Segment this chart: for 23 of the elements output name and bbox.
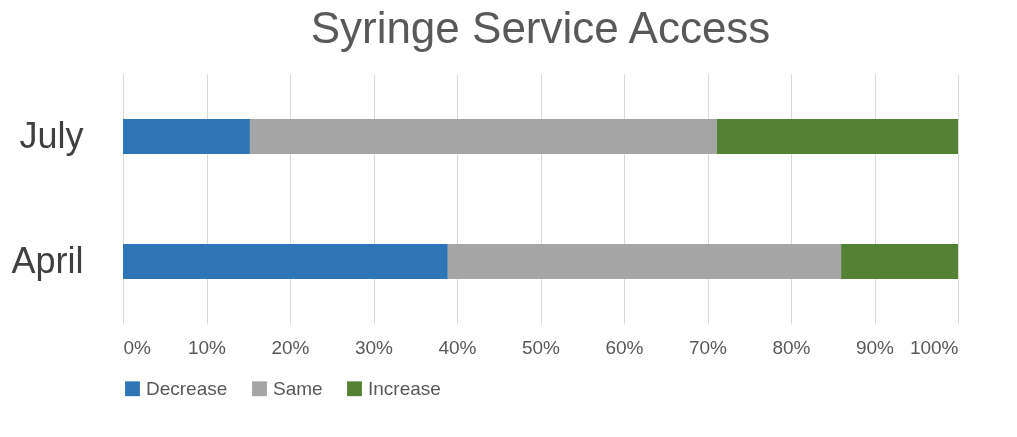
legend-label: Same (273, 377, 323, 399)
x-tick-label: 0% (123, 336, 152, 358)
legend-label: Increase (368, 377, 441, 399)
x-tick-label: 80% (772, 336, 811, 358)
x-tick-label: 100% (909, 336, 959, 358)
x-tick-label: 70% (688, 336, 728, 358)
x-tick-label: 40% (438, 336, 477, 358)
bar (123, 119, 250, 154)
chart-title: Syringe Service Access (310, 3, 771, 52)
bar (249, 119, 717, 154)
y-tick-label: July (19, 114, 84, 156)
x-tick-label: 50% (521, 336, 561, 358)
legend-label: Decrease (146, 377, 228, 399)
bar (841, 244, 958, 279)
bar (716, 119, 958, 154)
x-tick-label: 90% (855, 336, 895, 358)
x-tick-label: 30% (354, 336, 394, 358)
x-tick-label: 20% (271, 336, 310, 358)
x-tick-label: 60% (605, 336, 644, 358)
x-tick-label: 10% (187, 336, 227, 358)
bar (447, 244, 842, 279)
y-tick-label: April (11, 239, 84, 281)
bar (123, 244, 448, 279)
